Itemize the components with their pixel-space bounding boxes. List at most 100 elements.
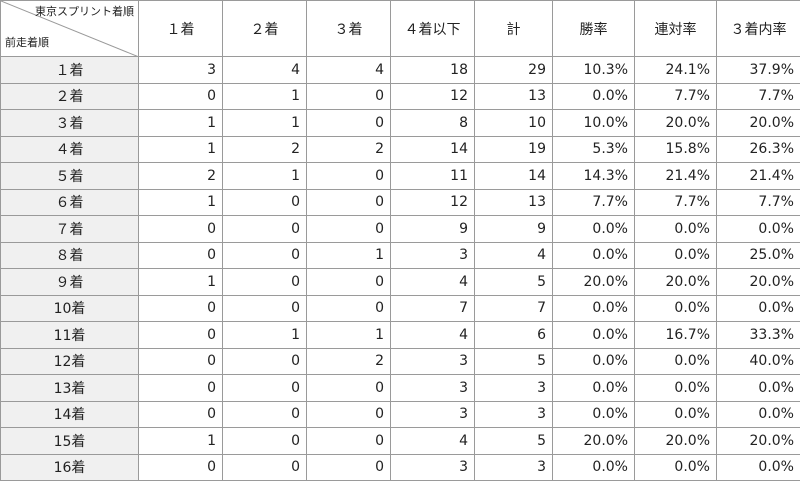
column-header: ２着 [222, 0, 307, 57]
cell: 7 [474, 294, 553, 322]
cell: 3 [390, 400, 475, 428]
cell: 0 [138, 347, 223, 375]
cell: 3 [390, 347, 475, 375]
row-header: 12着 [0, 347, 139, 375]
cell: 4 [390, 268, 475, 296]
cell: 7.7% [716, 188, 800, 216]
cell: 15.8% [634, 135, 717, 163]
cell: 0 [222, 215, 307, 243]
cell: 4 [474, 241, 553, 269]
results-table: 東京スプリント着順 前走着順 １着 ２着 ３着 ４着以下計勝率 連対率 ３着内率 １着 3 4… [0, 0, 800, 481]
cell: 7.7% [634, 82, 717, 110]
cell: 1 [222, 82, 307, 110]
table-row: 10着 0 0 0 7 7 0.0% 0.0% 0.0% [0, 294, 800, 322]
cell: 0.0% [634, 294, 717, 322]
cell: 0 [222, 268, 307, 296]
cell: 11 [390, 162, 475, 190]
cell: 1 [138, 188, 223, 216]
cell: 0 [222, 294, 307, 322]
cell: 20.0% [716, 109, 800, 137]
cell: 20.0% [552, 268, 635, 296]
row-header: ２着 [0, 82, 139, 110]
cell: 20.0% [716, 427, 800, 455]
cell: 0 [138, 294, 223, 322]
column-header: ４着以下 [390, 0, 475, 57]
cell: 1 [138, 135, 223, 163]
cell: 0.0% [634, 374, 717, 402]
cell: 0.0% [716, 294, 800, 322]
table-row: ８着 0 0 1 3 4 0.0% 0.0% 25.0% [0, 241, 800, 269]
cell: 21.4% [716, 162, 800, 190]
column-header: 計 [474, 0, 553, 57]
cell: 0 [306, 294, 391, 322]
cell: 0 [222, 241, 307, 269]
table-row: 11着 0 1 1 4 6 0.0% 16.7% 33.3% [0, 321, 800, 349]
cell: 0.0% [552, 374, 635, 402]
cell: 10.3% [552, 56, 635, 84]
cell: 3 [474, 400, 553, 428]
cell: 0.0% [552, 82, 635, 110]
cell: 0 [222, 400, 307, 428]
row-header: ６着 [0, 188, 139, 216]
row-header: 11着 [0, 321, 139, 349]
cell: 0 [306, 427, 391, 455]
cell: 0.0% [634, 215, 717, 243]
cell: 4 [390, 427, 475, 455]
cell: 0 [222, 453, 307, 481]
cell: 1 [306, 321, 391, 349]
cell: 0 [138, 241, 223, 269]
cell: 0.0% [552, 453, 635, 481]
cell: 9 [390, 215, 475, 243]
corner-top-label: 東京スプリント着順 [35, 5, 134, 18]
table-header: 東京スプリント着順 前走着順 １着 ２着 ３着 ４着以下計勝率 連対率 ３着内率 [0, 0, 800, 57]
table-row: ６着 1 0 0 12 13 7.7% 7.7% 7.7% [0, 188, 800, 216]
table-row: 14着 0 0 0 3 3 0.0% 0.0% 0.0% [0, 400, 800, 428]
cell: 0.0% [716, 215, 800, 243]
cell: 24.1% [634, 56, 717, 84]
table-row: 16着 0 0 0 3 3 0.0% 0.0% 0.0% [0, 453, 800, 481]
cell: 0 [306, 268, 391, 296]
cell: 5.3% [552, 135, 635, 163]
cell: 0.0% [716, 400, 800, 428]
cell: 1 [306, 241, 391, 269]
cell: 13 [474, 188, 553, 216]
row-header: ４着 [0, 135, 139, 163]
cell: 20.0% [634, 268, 717, 296]
cell: 0.0% [552, 400, 635, 428]
cell: 0 [222, 374, 307, 402]
cell: 7.7% [634, 188, 717, 216]
table-row: ７着 0 0 0 9 9 0.0% 0.0% 0.0% [0, 215, 800, 243]
cell: 2 [306, 135, 391, 163]
cell: 0.0% [634, 241, 717, 269]
cell: 21.4% [634, 162, 717, 190]
cell: 0.0% [716, 374, 800, 402]
cell: 7.7% [552, 188, 635, 216]
cell: 20.0% [716, 268, 800, 296]
cell: 0 [306, 162, 391, 190]
table-row: 15着 1 0 0 4 5 20.0% 20.0% 20.0% [0, 427, 800, 455]
cell: 18 [390, 56, 475, 84]
cell: 0 [138, 82, 223, 110]
row-header: ７着 [0, 215, 139, 243]
row-header: ８着 [0, 241, 139, 269]
cell: 0 [222, 427, 307, 455]
table-row: 13着 0 0 0 3 3 0.0% 0.0% 0.0% [0, 374, 800, 402]
table-row: ４着 1 2 2 14 19 5.3% 15.8% 26.3% [0, 135, 800, 163]
cell: 0.0% [552, 294, 635, 322]
cell: 0 [306, 82, 391, 110]
column-header: 連対率 [634, 0, 717, 57]
table-row: ２着 0 1 0 12 13 0.0% 7.7% 7.7% [0, 82, 800, 110]
cell: 0.0% [634, 453, 717, 481]
cell: 4 [306, 56, 391, 84]
cell: 0 [222, 347, 307, 375]
cell: 1 [138, 427, 223, 455]
column-header: 勝率 [552, 0, 635, 57]
row-header: 10着 [0, 294, 139, 322]
cell: 7.7% [716, 82, 800, 110]
row-header: 14着 [0, 400, 139, 428]
cell: 2 [222, 135, 307, 163]
cell: 16.7% [634, 321, 717, 349]
row-header: ３着 [0, 109, 139, 137]
cell: 10.0% [552, 109, 635, 137]
